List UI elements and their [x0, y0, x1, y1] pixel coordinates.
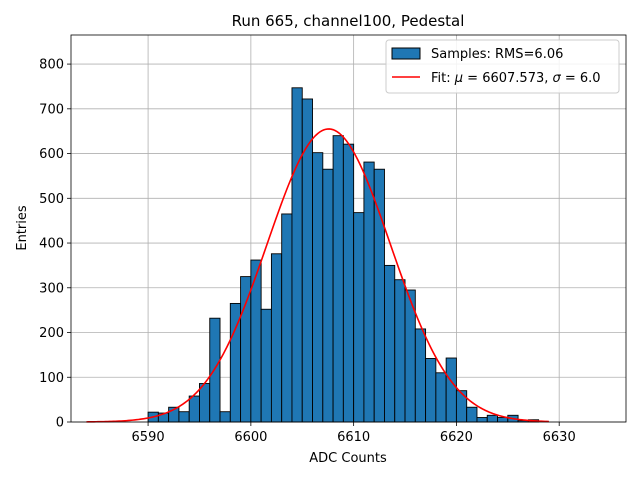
histogram-bar [497, 417, 509, 423]
histogram-bar [291, 87, 303, 423]
histogram-bar [394, 279, 406, 423]
y-tick-label: 100 [39, 371, 64, 386]
legend-fit-mu-symbol: μ [454, 71, 463, 86]
histogram-bar [322, 168, 334, 423]
y-tick-label: 700 [39, 102, 64, 117]
histogram-bar [188, 395, 200, 423]
legend-histogram-swatch [391, 47, 421, 60]
legend-box [385, 39, 620, 94]
x-axis-ticks: 6590 6600 6610 6620 6630 [132, 422, 576, 445]
histogram-bar [342, 143, 355, 423]
axes-frame [70, 34, 627, 423]
y-tick-label: 400 [39, 237, 64, 252]
histogram-bar [425, 358, 437, 423]
histogram-bar [270, 253, 283, 423]
legend-fit-sigma-value: = 6.0 [561, 71, 601, 86]
x-axis-label: ADC Counts [309, 451, 387, 466]
histogram-bar [486, 414, 498, 423]
x-tick-label: 6610 [337, 430, 370, 445]
legend-fit-sigma-symbol: σ [553, 71, 562, 86]
histogram-bar [435, 372, 447, 423]
histogram-bar [178, 411, 190, 423]
y-tick-label: 200 [39, 326, 64, 341]
histogram-bar [260, 308, 272, 423]
histogram-bar [219, 411, 231, 423]
histogram-bar [466, 406, 478, 423]
histogram-bar [476, 417, 488, 423]
fit-curve [86, 128, 549, 423]
y-tick-label: 500 [39, 192, 64, 207]
legend-histogram-label: Samples: RMS=6.06 [431, 47, 563, 62]
legend-fit-prefix: Fit: [431, 71, 455, 86]
y-tick-label: 0 [56, 416, 64, 431]
histogram-bar [414, 328, 427, 423]
legend: Samples: RMS=6.06 Fit: μ = 6607.573, σ =… [385, 39, 620, 94]
histogram-bar [373, 168, 385, 423]
histogram-bar [281, 213, 293, 423]
x-tick-label: 6600 [234, 430, 267, 445]
histogram-bar [363, 161, 375, 423]
histogram-bar [332, 135, 344, 423]
chart-title: Run 665, channel100, Pedestal [232, 12, 465, 30]
legend-fit-mu-value: = 6607.573, [463, 71, 552, 86]
x-tick-label: 6620 [440, 430, 473, 445]
histogram-bar [455, 390, 468, 423]
histogram-bar [445, 357, 457, 423]
y-axis-label: Entries [15, 205, 30, 251]
histogram-bar [353, 212, 365, 423]
plot-area [70, 34, 627, 423]
y-tick-label: 800 [39, 58, 64, 73]
histogram-bar [199, 383, 211, 423]
histogram-bar [240, 276, 252, 423]
histogram-bar [312, 152, 324, 423]
y-tick-label: 300 [39, 281, 64, 296]
x-tick-label: 6630 [543, 430, 576, 445]
histogram-bar [384, 264, 396, 423]
legend-fit-label: Fit: μ = 6607.573, σ = 6.0 [431, 71, 601, 86]
y-tick-label: 600 [39, 147, 64, 162]
y-axis-ticks: 0 100 200 300 400 500 600 700 800 [39, 58, 71, 431]
x-tick-label: 6590 [132, 430, 165, 445]
